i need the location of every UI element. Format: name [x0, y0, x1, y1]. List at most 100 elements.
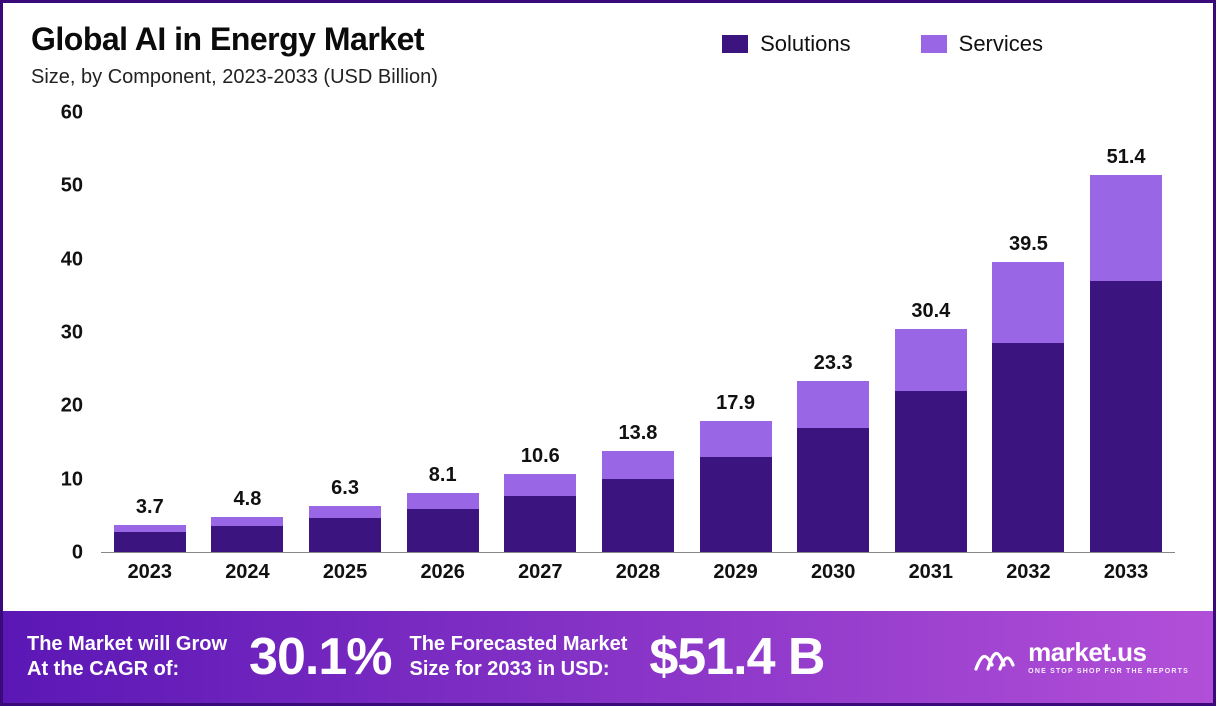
bar-segment-solutions — [895, 391, 967, 552]
plot-area: 3.7 4.8 6.3 8.1 10.6 13.8 17.9 23.3 30.4 39.5 51.4 — [101, 113, 1175, 553]
bar-slot: 51.4 — [1077, 175, 1175, 552]
bar-slot: 30.4 — [882, 329, 980, 552]
bar-slot: 39.5 — [980, 262, 1078, 552]
logo-tagline: ONE STOP SHOP FOR THE REPORTS — [1028, 668, 1189, 675]
bar-total-label: 8.1 — [429, 464, 457, 487]
legend-label: Solutions — [760, 31, 851, 57]
stacked-bar: 51.4 — [1090, 175, 1162, 552]
stacked-bar: 17.9 — [700, 421, 772, 552]
x-tick: 2030 — [784, 561, 882, 584]
stacked-bar: 23.3 — [797, 381, 869, 552]
bar-segment-services — [309, 506, 381, 518]
bar-segment-services — [602, 451, 674, 479]
stacked-bar: 13.8 — [602, 451, 674, 552]
y-tick: 0 — [72, 542, 83, 565]
bar-slot: 13.8 — [589, 451, 687, 552]
y-tick: 40 — [61, 248, 83, 271]
bar-total-label: 10.6 — [521, 445, 560, 468]
bar-total-label: 13.8 — [618, 422, 657, 445]
bar-total-label: 51.4 — [1107, 146, 1146, 169]
y-tick: 10 — [61, 468, 83, 491]
bar-segment-services — [211, 517, 283, 527]
forecast-label: The Forecasted Market Size for 2033 in U… — [410, 632, 628, 682]
bar-segment-services — [407, 493, 479, 509]
x-tick: 2031 — [882, 561, 980, 584]
bar-slot: 23.3 — [784, 381, 882, 552]
bars-container: 3.7 4.8 6.3 8.1 10.6 13.8 17.9 23.3 30.4 39.5 51.4 — [101, 113, 1175, 552]
cagr-value: 30.1% — [249, 627, 391, 687]
chart-legend: Solutions Services — [722, 31, 1043, 57]
bar-segment-solutions — [797, 428, 869, 552]
x-tick: 2026 — [394, 561, 492, 584]
chart-panel: Global AI in Energy Market Size, by Comp… — [3, 3, 1213, 611]
stacked-bar: 39.5 — [992, 262, 1064, 552]
x-tick: 2027 — [492, 561, 590, 584]
page-subtitle: Size, by Component, 2023-2033 (USD Billi… — [31, 66, 1185, 89]
logo-mark-icon — [972, 635, 1016, 679]
legend-label: Services — [959, 31, 1043, 57]
legend-swatch-services — [921, 35, 947, 53]
logo-name: market.us — [1028, 639, 1189, 665]
x-tick: 2029 — [687, 561, 785, 584]
report-frame: Global AI in Energy Market Size, by Comp… — [0, 0, 1216, 706]
y-tick: 30 — [61, 322, 83, 345]
bar-segment-solutions — [211, 526, 283, 552]
chart-area: 0102030405060 3.74.86.38.110.613.817.923… — [31, 113, 1185, 593]
bar-segment-services — [992, 262, 1064, 343]
x-tick: 2023 — [101, 561, 199, 584]
forecast-label-line2: Size for 2033 in USD: — [410, 657, 628, 682]
cagr-label-line1: The Market will Grow — [27, 632, 227, 657]
forecast-label-line1: The Forecasted Market — [410, 632, 628, 657]
x-tick: 2032 — [980, 561, 1078, 584]
bar-segment-services — [700, 421, 772, 457]
bar-segment-solutions — [114, 532, 186, 552]
bar-segment-services — [1090, 175, 1162, 281]
bar-total-label: 23.3 — [814, 352, 853, 375]
bar-segment-services — [504, 474, 576, 495]
cagr-label: The Market will Grow At the CAGR of: — [27, 632, 227, 682]
bar-total-label: 3.7 — [136, 496, 164, 519]
stacked-bar: 8.1 — [407, 493, 479, 552]
bar-slot: 3.7 — [101, 525, 199, 552]
x-axis: 2023202420252026202720282029203020312032… — [101, 553, 1175, 593]
bar-slot: 8.1 — [394, 493, 492, 552]
legend-item-solutions: Solutions — [722, 31, 851, 57]
bar-segment-services — [895, 329, 967, 391]
bar-segment-services — [797, 381, 869, 428]
bar-segment-services — [114, 525, 186, 532]
bar-segment-solutions — [309, 518, 381, 552]
stacked-bar: 4.8 — [211, 517, 283, 552]
bar-slot: 6.3 — [296, 506, 394, 552]
bar-segment-solutions — [602, 479, 674, 552]
stacked-bar: 3.7 — [114, 525, 186, 552]
y-tick: 50 — [61, 175, 83, 198]
bar-segment-solutions — [1090, 281, 1162, 552]
legend-swatch-solutions — [722, 35, 748, 53]
summary-footer: The Market will Grow At the CAGR of: 30.… — [3, 611, 1213, 703]
bar-segment-solutions — [504, 496, 576, 552]
forecast-value: $51.4 B — [649, 627, 824, 687]
x-tick: 2024 — [199, 561, 297, 584]
bar-slot: 10.6 — [492, 474, 590, 552]
brand-logo: market.us ONE STOP SHOP FOR THE REPORTS — [972, 635, 1189, 679]
legend-item-services: Services — [921, 31, 1043, 57]
cagr-label-line2: At the CAGR of: — [27, 657, 227, 682]
bar-total-label: 17.9 — [716, 392, 755, 415]
stacked-bar: 30.4 — [895, 329, 967, 552]
y-tick: 60 — [61, 102, 83, 125]
bar-segment-solutions — [407, 509, 479, 552]
bar-slot: 17.9 — [687, 421, 785, 552]
bar-segment-solutions — [700, 457, 772, 552]
bar-segment-solutions — [992, 343, 1064, 552]
bar-total-label: 6.3 — [331, 477, 359, 500]
bar-total-label: 4.8 — [234, 488, 262, 511]
x-tick: 2028 — [589, 561, 687, 584]
bar-total-label: 39.5 — [1009, 233, 1048, 256]
logo-text: market.us ONE STOP SHOP FOR THE REPORTS — [1028, 639, 1189, 675]
stacked-bar: 10.6 — [504, 474, 576, 552]
bar-slot: 4.8 — [199, 517, 297, 552]
x-tick: 2033 — [1077, 561, 1175, 584]
stacked-bar: 6.3 — [309, 506, 381, 552]
bar-total-label: 30.4 — [911, 300, 950, 323]
y-axis: 0102030405060 — [31, 113, 91, 553]
